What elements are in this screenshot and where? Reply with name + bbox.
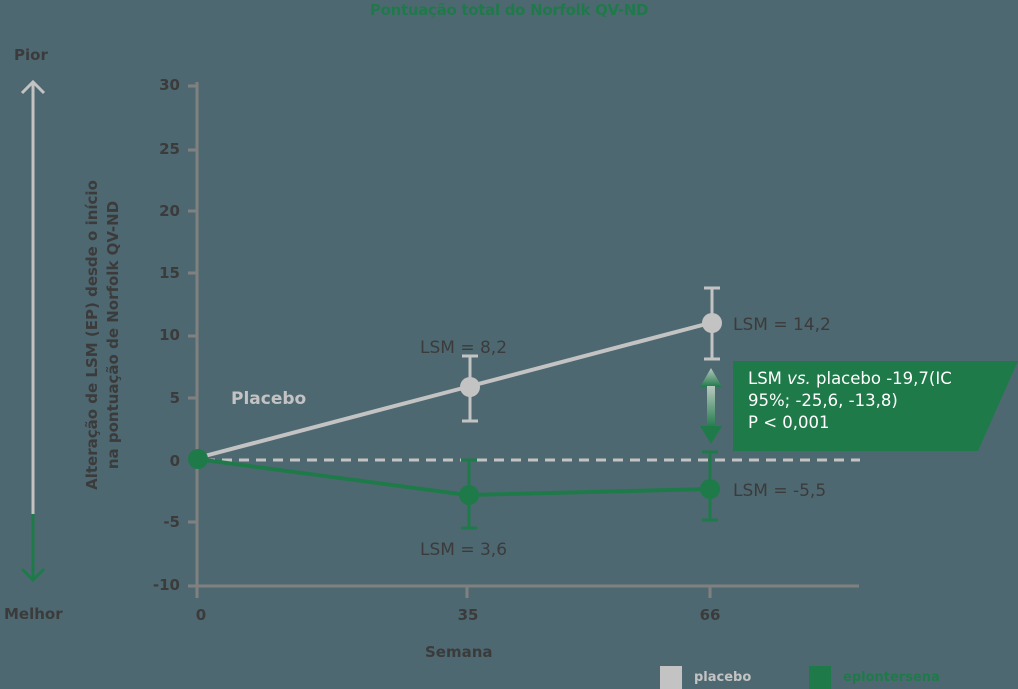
y-axis-title-line1: Alteração de LSM (EP) desde o início bbox=[83, 180, 101, 490]
lsm-label-eplontersena-35: LSM = 3,6 bbox=[420, 540, 508, 560]
chart-title: Pontuação total do Norfolk QV-ND bbox=[369, 1, 649, 19]
better-label: Melhor bbox=[4, 605, 63, 623]
y-tick: -5 bbox=[163, 513, 180, 531]
lsm-label-placebo-35: LSM = 8,2 bbox=[420, 338, 508, 358]
y-axis-title-line2: na pontuação de Norfolk QV-ND bbox=[104, 200, 122, 470]
y-tick: 10 bbox=[159, 326, 180, 344]
x-tick: 66 bbox=[699, 606, 721, 624]
legend-label-placebo: placebo bbox=[694, 670, 752, 685]
y-tick: 15 bbox=[159, 264, 180, 282]
callout-line1c: placebo -19,7(IC bbox=[810, 369, 952, 388]
y-tick: 25 bbox=[159, 140, 180, 158]
x-axis bbox=[188, 584, 859, 598]
y-tick: 5 bbox=[169, 389, 180, 407]
legend-swatch-placebo bbox=[660, 666, 682, 689]
callout-text: LSM vs. placebo -19,7(IC 95%; -25,6, -13… bbox=[748, 368, 952, 434]
callout-line2: 95%; -25,6, -13,8) bbox=[748, 391, 898, 410]
difference-arrow-icon bbox=[700, 368, 722, 444]
y-axis-title: Alteração de LSM (EP) desde o início na … bbox=[78, 140, 128, 530]
series-eplontersena bbox=[196, 450, 720, 530]
callout-box bbox=[733, 361, 1018, 451]
series-placebo bbox=[196, 286, 722, 460]
direction-arrow-icon bbox=[20, 79, 46, 583]
x-tick: 35 bbox=[457, 606, 479, 624]
callout-line1a: LSM bbox=[748, 369, 788, 388]
lsm-label-placebo-66: LSM = 14,2 bbox=[733, 315, 831, 335]
y-tick: 0 bbox=[169, 452, 180, 470]
x-tick: 0 bbox=[195, 606, 207, 624]
y-tick: 30 bbox=[159, 76, 180, 94]
origin-point bbox=[188, 449, 208, 469]
legend-label-eplontersena: eplontersena bbox=[843, 670, 940, 685]
callout-line3: P < 0,001 bbox=[748, 413, 830, 432]
placebo-inline-label: Placebo bbox=[231, 389, 307, 409]
legend-swatch-eplontersena bbox=[809, 666, 831, 689]
y-axis bbox=[188, 82, 199, 598]
y-tick: -10 bbox=[152, 576, 180, 594]
x-axis-title: Semana bbox=[425, 643, 493, 661]
y-tick: 20 bbox=[159, 202, 180, 220]
callout-line1b: vs. bbox=[787, 369, 811, 388]
worse-label: Pior bbox=[14, 46, 48, 64]
lsm-label-eplontersena-66: LSM = -5,5 bbox=[733, 481, 827, 501]
